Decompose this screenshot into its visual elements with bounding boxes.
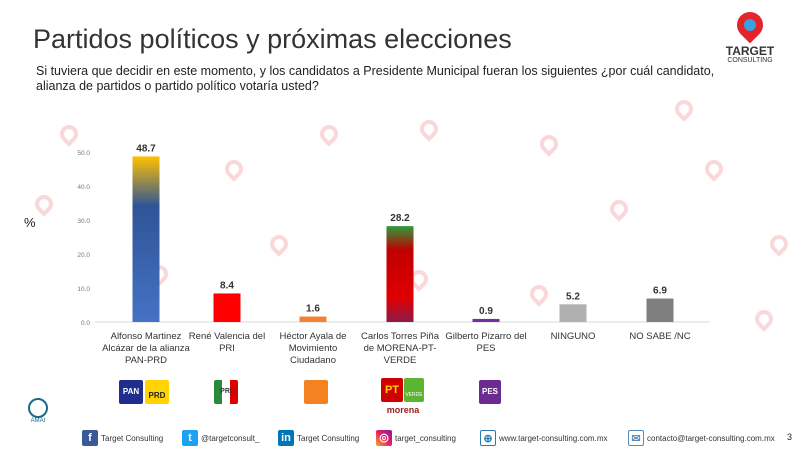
data-label: 48.7 <box>136 143 156 154</box>
twitter-text: @targetconsult_ <box>201 433 260 443</box>
survey-question: Si tuviera que decidir en este momento, … <box>36 64 715 93</box>
linkedin-link[interactable]: in Target Consulting <box>278 430 359 446</box>
facebook-link[interactable]: f Target Consulting <box>82 430 163 446</box>
y-axis-label: % <box>24 215 36 230</box>
x-category-label: Héctor Ayala de Movimiento Ciudadano <box>279 331 347 366</box>
instagram-text: target_consulting <box>395 433 456 443</box>
linkedin-icon: in <box>278 430 294 446</box>
instagram-icon: ◎ <box>376 430 392 446</box>
data-label: 0.9 <box>479 306 493 317</box>
data-label: 28.2 <box>390 213 410 224</box>
website-text: www.target-consulting.com.mx <box>499 433 608 443</box>
linkedin-text: Target Consulting <box>297 433 360 443</box>
page-number: 3 <box>786 432 792 442</box>
movimiento-ciudadano-logo: MC <box>304 380 328 404</box>
facebook-icon: f <box>82 430 98 446</box>
page-title: Partidos políticos y próximas elecciones <box>33 24 512 54</box>
facebook-text: Target Consulting <box>101 433 164 443</box>
x-category-label: Alfonso Martinez Alcázar de la alianza P… <box>102 331 190 366</box>
bar <box>472 318 500 322</box>
y-tick-label: 30.0 <box>77 218 90 225</box>
x-category-label: René Valencia del PRI <box>188 331 266 354</box>
x-category-label: Gilberto Pizarro del PES <box>445 331 527 354</box>
x-category-label: Carlos Torres Piña de MORENA-PT-VERDE <box>361 331 439 366</box>
x-category-label: NO SABE /NC <box>629 331 691 342</box>
y-tick-label: 20.0 <box>77 252 90 259</box>
envelope-icon: ✉ <box>628 430 644 446</box>
footer: f Target Consulting t @targetconsult_ in Ta… <box>0 430 800 450</box>
twitter-icon: t <box>182 430 198 446</box>
pan-logo: PAN <box>119 380 143 404</box>
email-text: contacto@target-consulting.com.mx <box>647 433 775 443</box>
bar <box>213 293 241 322</box>
x-category-label: NINGUNO <box>550 331 596 342</box>
y-tick-label: 0.0 <box>81 320 90 327</box>
data-label: 5.2 <box>566 291 580 302</box>
logo-text: TARGET <box>725 44 775 58</box>
y-tick-label: 50.0 <box>77 150 90 157</box>
logo-subtext: CONSULTING <box>727 57 773 64</box>
bar <box>299 316 327 322</box>
bar <box>132 156 160 322</box>
amai-logo: AMAI <box>18 398 58 424</box>
data-label: 1.6 <box>306 304 320 315</box>
instagram-link[interactable]: ◎ target_consulting <box>376 430 456 446</box>
y-tick-label: 10.0 <box>77 286 90 293</box>
target-consulting-logo: TARGET CONSULTING <box>715 6 785 64</box>
pt-logo: PT <box>381 378 403 402</box>
pes-logo: PES <box>479 380 501 404</box>
data-label: 8.4 <box>220 280 234 291</box>
verde-logo: VERDE <box>404 378 424 402</box>
twitter-link[interactable]: t @targetconsult_ <box>182 430 259 446</box>
bar <box>386 226 414 322</box>
prd-logo: PRD <box>145 380 169 404</box>
pri-logo: PRI <box>214 380 238 404</box>
data-label: 6.9 <box>653 286 667 297</box>
morena-logo: morena <box>386 405 420 415</box>
globe-icon: ⊕ <box>480 430 496 446</box>
website-link[interactable]: ⊕ www.target-consulting.com.mx <box>480 430 607 446</box>
y-tick-label: 40.0 <box>77 184 90 191</box>
bar <box>646 298 674 322</box>
amai-text: AMAI <box>30 418 46 424</box>
bar <box>559 304 587 322</box>
email-link[interactable]: ✉ contacto@target-consulting.com.mx <box>628 430 775 446</box>
